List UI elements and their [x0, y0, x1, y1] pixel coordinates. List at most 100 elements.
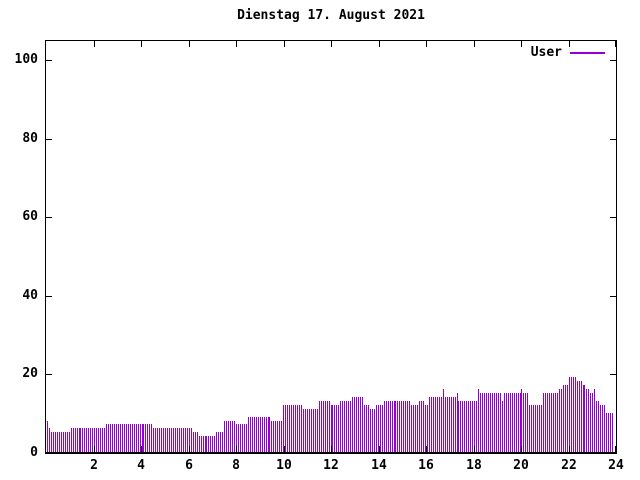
bar [505, 393, 507, 452]
bar [517, 393, 519, 452]
bar [76, 428, 78, 452]
bar [466, 401, 468, 452]
bar [271, 421, 273, 452]
bar [188, 428, 190, 452]
bar [352, 397, 354, 452]
bar [397, 401, 399, 452]
bar [446, 397, 448, 452]
bar [251, 417, 253, 452]
y-axis-tick [610, 139, 616, 140]
bar [606, 413, 608, 452]
y-axis-tick [46, 60, 52, 61]
bar [458, 401, 460, 452]
bar [470, 401, 472, 452]
bar [121, 424, 123, 452]
bar [539, 405, 541, 452]
bar [391, 401, 393, 452]
bar [576, 381, 578, 452]
y-axis-label: 0 [30, 445, 38, 460]
bar [186, 428, 188, 452]
bar [426, 405, 428, 452]
bars-container [47, 41, 616, 452]
bar [145, 424, 147, 452]
bar [322, 401, 324, 452]
bar [415, 405, 417, 452]
bar [493, 393, 495, 452]
x-axis-tick [474, 41, 475, 47]
x-axis-label: 8 [232, 458, 240, 473]
bar [115, 424, 117, 452]
bar [525, 393, 527, 452]
bar [291, 405, 293, 452]
bar [572, 377, 574, 452]
x-axis-label: 2 [90, 458, 98, 473]
bar [299, 405, 300, 452]
bar [403, 401, 405, 452]
bar [88, 428, 90, 452]
bar [509, 393, 511, 452]
bar [54, 432, 56, 452]
y-axis-label: 100 [14, 52, 38, 67]
legend-label: User [530, 45, 562, 60]
bar [326, 401, 328, 452]
bar [228, 421, 230, 452]
bar [336, 405, 338, 452]
bar [562, 385, 564, 452]
bar [584, 385, 586, 452]
bar [165, 428, 167, 452]
bar [474, 401, 476, 452]
bar [143, 424, 145, 452]
bar [456, 393, 458, 452]
bar [153, 428, 155, 452]
bar [123, 424, 125, 452]
bar [48, 428, 50, 452]
bar [574, 377, 576, 452]
bar [428, 397, 430, 452]
bar [419, 401, 421, 452]
bar [484, 393, 486, 452]
bar [127, 424, 129, 452]
bar [464, 401, 466, 452]
bar [208, 436, 210, 452]
bar [371, 409, 373, 452]
bar [310, 409, 312, 452]
bar [78, 428, 80, 452]
bar [413, 405, 415, 452]
x-axis-label: 18 [466, 458, 482, 473]
bar [592, 393, 594, 452]
bar [580, 381, 582, 452]
x-axis-tick [94, 41, 95, 47]
bar [578, 381, 580, 452]
bar [602, 405, 604, 452]
bar [346, 401, 348, 452]
bar [535, 405, 537, 452]
bar [182, 428, 184, 452]
bar [306, 409, 308, 452]
bar [348, 401, 350, 452]
bar [253, 417, 255, 452]
bar [440, 397, 442, 452]
x-axis-tick [379, 41, 380, 47]
bar [338, 405, 340, 452]
bar [277, 421, 279, 452]
bar [454, 397, 456, 452]
bar [224, 421, 226, 452]
bar [297, 405, 299, 452]
bar [541, 405, 543, 452]
bar [594, 389, 596, 452]
bar [590, 393, 592, 452]
bar [135, 424, 137, 452]
bar [212, 436, 214, 452]
bar [407, 401, 409, 452]
y-axis-label: 40 [22, 288, 38, 303]
bar [129, 424, 131, 452]
bar [302, 409, 304, 452]
bar [243, 424, 245, 452]
bar [174, 428, 176, 452]
bar [596, 401, 598, 452]
bar [436, 397, 438, 452]
bar [190, 428, 192, 452]
bar [448, 397, 450, 452]
bar [68, 432, 70, 452]
